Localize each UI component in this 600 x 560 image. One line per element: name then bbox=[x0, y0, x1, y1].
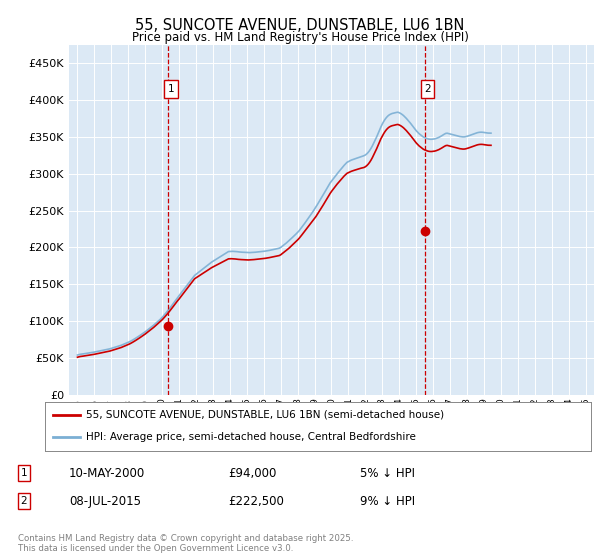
Text: 5% ↓ HPI: 5% ↓ HPI bbox=[360, 466, 415, 480]
Text: Contains HM Land Registry data © Crown copyright and database right 2025.
This d: Contains HM Land Registry data © Crown c… bbox=[18, 534, 353, 553]
Text: 2: 2 bbox=[20, 496, 28, 506]
Text: 55, SUNCOTE AVENUE, DUNSTABLE, LU6 1BN: 55, SUNCOTE AVENUE, DUNSTABLE, LU6 1BN bbox=[136, 18, 464, 33]
Text: Price paid vs. HM Land Registry's House Price Index (HPI): Price paid vs. HM Land Registry's House … bbox=[131, 31, 469, 44]
Text: 55, SUNCOTE AVENUE, DUNSTABLE, LU6 1BN (semi-detached house): 55, SUNCOTE AVENUE, DUNSTABLE, LU6 1BN (… bbox=[86, 410, 444, 420]
Text: 1: 1 bbox=[167, 84, 174, 94]
Text: 9% ↓ HPI: 9% ↓ HPI bbox=[360, 494, 415, 508]
Text: HPI: Average price, semi-detached house, Central Bedfordshire: HPI: Average price, semi-detached house,… bbox=[86, 432, 416, 442]
Text: 10-MAY-2000: 10-MAY-2000 bbox=[69, 466, 145, 480]
Text: £222,500: £222,500 bbox=[228, 494, 284, 508]
Text: 1: 1 bbox=[20, 468, 28, 478]
Text: 2: 2 bbox=[424, 84, 431, 94]
Text: £94,000: £94,000 bbox=[228, 466, 277, 480]
Text: 08-JUL-2015: 08-JUL-2015 bbox=[69, 494, 141, 508]
